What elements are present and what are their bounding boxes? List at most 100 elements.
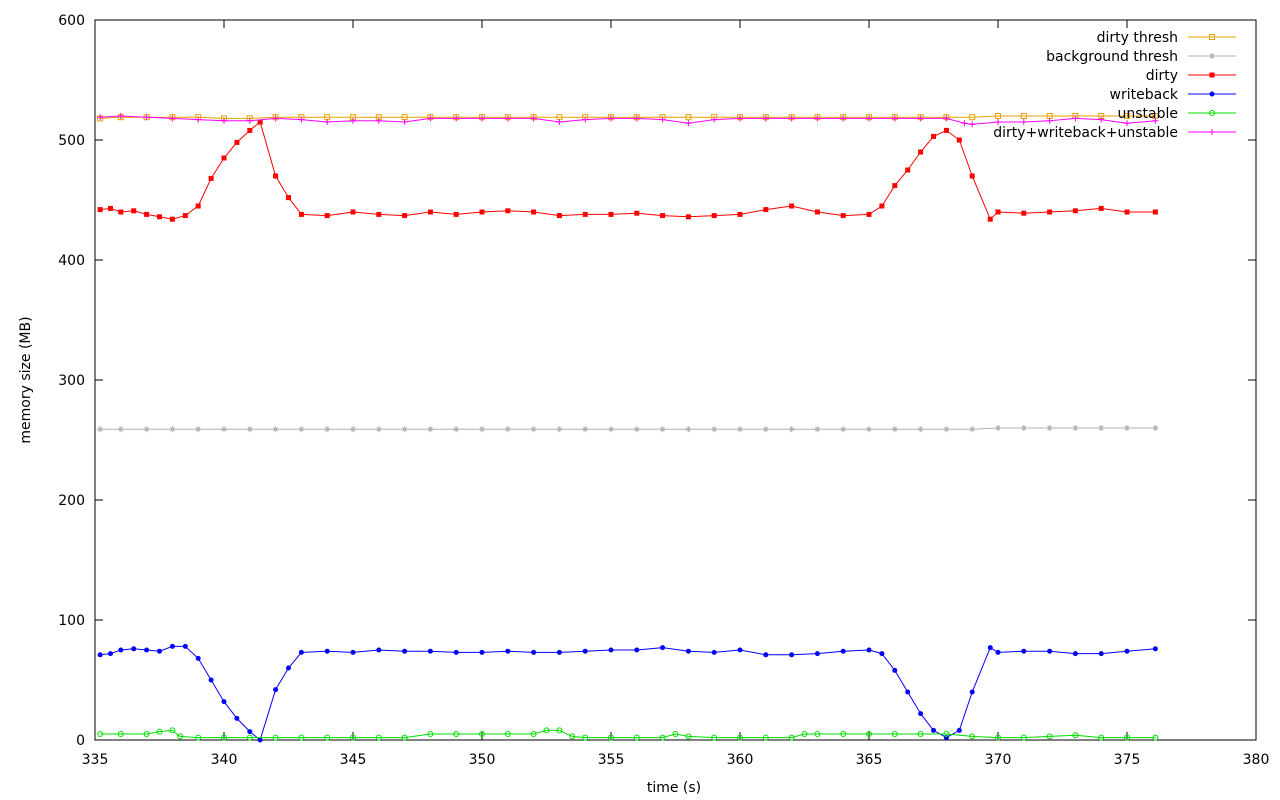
data-point [182,643,188,649]
data-point [801,731,808,737]
data-point [762,115,769,122]
data-point [221,155,227,161]
data-point [221,699,227,705]
legend-item: unstable [1118,106,1236,122]
data-point [1124,120,1130,127]
data-point [1152,734,1159,741]
data-point [1020,119,1027,125]
data-point [1021,210,1027,216]
data-point [453,649,459,655]
data-point [987,216,993,222]
data-point [453,731,460,737]
data-point [995,209,1001,215]
series-line [100,115,1156,119]
data-point [685,120,692,127]
data-point [247,127,253,133]
data-point [892,667,898,673]
data-point [879,203,885,209]
data-point [97,731,104,737]
data-point [556,119,563,125]
series-unstable [97,727,1159,741]
data-point [131,646,137,652]
data-point [402,213,408,219]
data-point [685,114,692,121]
x-tick-label: 335 [82,752,109,768]
data-point [789,652,795,658]
data-point [298,116,305,123]
data-point [131,208,137,214]
data-point [97,652,103,658]
data-point [195,426,202,433]
data-point [247,729,253,735]
legend-item: dirty+writeback+unstable [993,125,1236,141]
data-point [995,734,1001,741]
data-point [375,117,382,124]
data-point [987,645,993,651]
data-point [737,734,743,741]
y-axis: 0 100 200 300 400 500 600 [58,13,1256,749]
data-point [814,426,821,433]
data-point [530,115,537,122]
data-point [234,139,240,145]
x-axis-title: time (s) [647,780,701,796]
data-point [195,116,202,123]
data-point [711,116,718,123]
data-point [427,209,433,215]
data-point [608,734,614,741]
legend-label: dirty thresh [1097,30,1178,46]
data-point [234,715,240,721]
data-point [1098,734,1105,741]
data-point [117,426,124,433]
legend-label: dirty+writeback+unstable [993,125,1178,141]
data-point [556,727,563,734]
legend-label: unstable [1118,106,1179,122]
data-point [221,426,227,433]
data-point [660,213,666,219]
data-point [1152,209,1158,215]
data-point [479,649,485,655]
data-point [840,731,847,737]
legend-label: dirty [1146,68,1178,84]
data-point [608,426,614,433]
data-point [866,731,872,737]
data-point [350,649,356,655]
data-point [246,734,253,741]
data-point [97,207,103,213]
data-point [943,115,950,122]
data-point [156,728,163,735]
y-tick-label: 300 [58,373,85,389]
data-point [504,731,511,737]
data-point [788,734,795,741]
data-point [582,116,589,123]
x-axis: 335 340 345 350 355 360 365 370 375 380 [82,20,1269,768]
data-point [1098,116,1105,123]
data-point [246,426,253,433]
data-point [298,211,304,217]
data-point [504,115,511,122]
series-line [100,645,1156,741]
data-point [917,115,924,122]
data-point [763,652,769,658]
data-point [556,213,562,219]
data-point [505,208,511,214]
data-point [143,114,150,121]
data-point [195,203,201,209]
data-point [479,209,485,215]
data-point [1046,733,1053,740]
data-point [1124,425,1130,431]
x-tick-label: 370 [985,752,1012,768]
data-point [891,731,898,737]
y-axis-title: memory size (MB) [18,316,34,443]
data-point [943,731,950,737]
data-point [1098,205,1104,211]
data-point [659,734,666,741]
data-point [1072,651,1078,657]
legend: dirty thresh background thresh dirty writeb… [993,30,1236,141]
data-point [943,426,950,433]
data-point [530,731,537,737]
x-tick-label: 350 [469,752,496,768]
data-point [969,173,975,179]
data-point [117,113,124,119]
data-point [375,426,382,433]
data-point [479,115,485,122]
